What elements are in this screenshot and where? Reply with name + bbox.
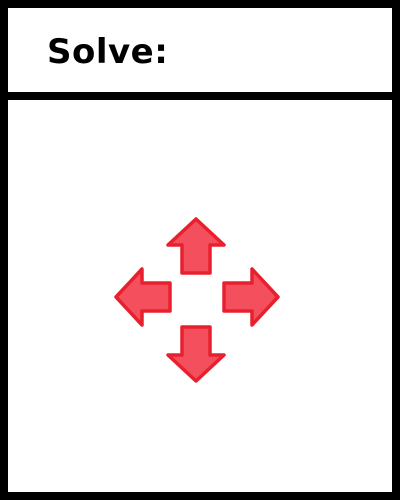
page-title: Solve:	[47, 32, 169, 72]
right-arrow-icon[interactable]	[222, 267, 280, 327]
left-arrow-icon[interactable]	[114, 267, 172, 327]
down-arrow-icon[interactable]	[166, 325, 226, 383]
up-arrow-icon[interactable]	[166, 217, 226, 275]
header-panel: Solve:	[8, 8, 392, 100]
